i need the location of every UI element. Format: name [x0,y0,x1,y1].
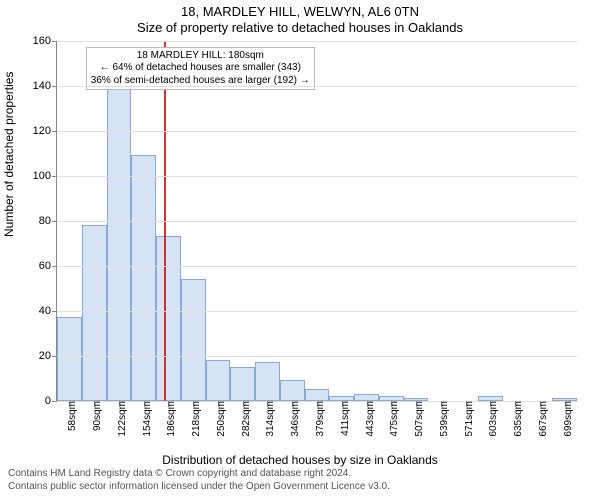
ytick-label: 80 [39,215,57,227]
gridline [57,41,577,42]
gridline [57,221,577,222]
xtick-label: 218sqm [189,401,202,437]
xtick-label: 90sqm [90,401,103,431]
bar [107,86,132,401]
bar [354,394,379,401]
xtick-label: 186sqm [164,401,177,437]
xtick-label: 443sqm [363,401,376,437]
plot-area: 18 MARDLEY HILL: 180sqm ← 64% of detache… [56,41,577,402]
annotation-box: 18 MARDLEY HILL: 180sqm ← 64% of detache… [86,47,315,91]
xtick-label: 58sqm [65,401,78,431]
xtick-label: 571sqm [462,401,475,437]
xtick-label: 539sqm [437,401,450,437]
bar [305,389,330,400]
annotation-line-2: ← 64% of detached houses are smaller (34… [91,62,310,75]
gridline [57,131,577,132]
gridline [57,311,577,312]
gridline [57,86,577,87]
ytick-label: 60 [39,260,57,272]
gridline [57,356,577,357]
ytick-label: 140 [33,80,57,92]
xtick-label: 314sqm [263,401,276,437]
footer-line-1: Contains HM Land Registry data © Crown c… [8,468,592,481]
xtick-label: 667sqm [536,401,549,437]
ytick-label: 20 [39,350,57,362]
gridline [57,176,577,177]
annotation-line-1: 18 MARDLEY HILL: 180sqm [91,50,310,63]
bar [181,279,206,401]
bar [280,380,305,400]
xtick-label: 411sqm [338,401,351,436]
bar [57,317,82,400]
bar [255,362,280,400]
chart-wrap: Number of detached properties 18 MARDLEY… [0,37,600,467]
xtick-label: 250sqm [214,401,227,437]
chart-title: 18, MARDLEY HILL, WELWYN, AL6 0TN Size o… [0,0,600,37]
xtick-label: 282sqm [239,401,252,437]
footer: Contains HM Land Registry data © Crown c… [8,468,592,493]
ytick-label: 160 [33,35,57,47]
xtick-label: 699sqm [561,401,574,437]
y-axis-label: Number of detached properties [2,71,16,236]
title-line-2: Size of property relative to detached ho… [0,20,600,36]
x-axis-label: Distribution of detached houses by size … [0,453,600,467]
bar [131,155,156,400]
gridline [57,266,577,267]
bar [156,236,181,400]
ytick-label: 100 [33,170,57,182]
xtick-label: 603sqm [486,401,499,437]
title-line-1: 18, MARDLEY HILL, WELWYN, AL6 0TN [0,4,600,20]
ytick-label: 0 [45,395,57,407]
xtick-label: 507sqm [412,401,425,437]
xtick-label: 475sqm [387,401,400,437]
xtick-label: 635sqm [511,401,524,437]
bar [206,360,231,401]
xtick-label: 154sqm [140,401,153,437]
bar [230,367,255,401]
xtick-label: 122sqm [115,401,128,437]
bar [82,225,107,401]
ytick-label: 40 [39,305,57,317]
xtick-label: 346sqm [288,401,301,437]
ytick-label: 120 [33,125,57,137]
footer-line-2: Contains public sector information licen… [8,481,592,494]
xtick-label: 379sqm [313,401,326,437]
